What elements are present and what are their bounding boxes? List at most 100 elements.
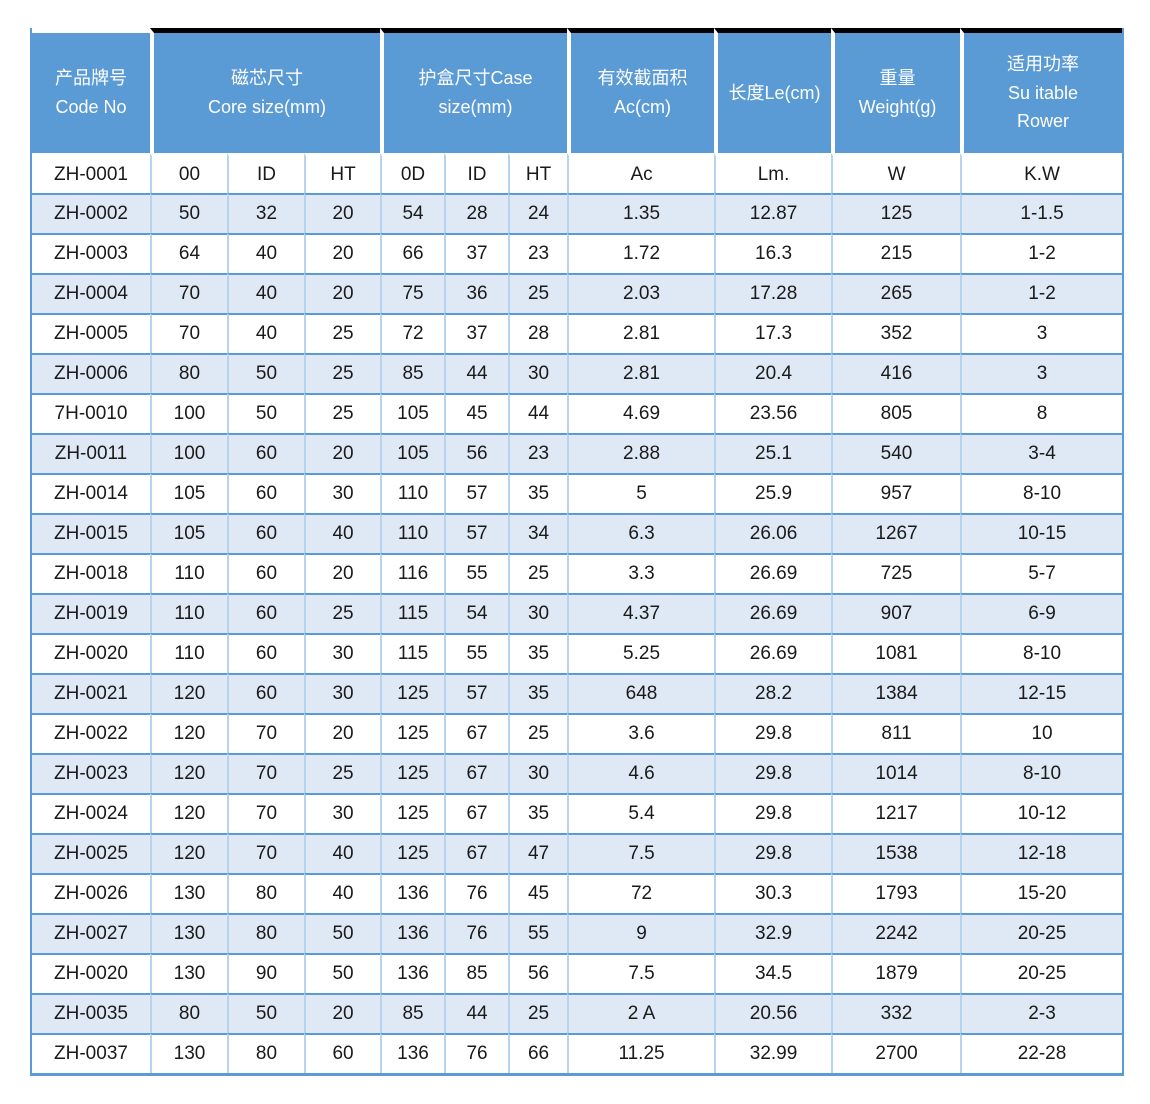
table-cell: 57: [444, 513, 509, 553]
table-cell: 25: [508, 553, 568, 593]
table-cell: 85: [444, 953, 509, 993]
table-cell: 957: [831, 473, 961, 513]
table-cell: 30: [304, 793, 381, 833]
table-cell: 120: [150, 793, 227, 833]
table-row: ZH-0019 110 60 25 115 54 30 4.37 26.69 907 6-9: [32, 593, 1123, 633]
table-cell: 80: [227, 913, 304, 953]
table-cell: 105: [150, 513, 227, 553]
table-cell: 10-15: [960, 513, 1123, 553]
code-cell: ZH-0021: [32, 673, 150, 713]
table-cell: 1081: [831, 633, 961, 673]
table-cell: 130: [150, 953, 227, 993]
table-cell: 4.6: [567, 753, 715, 793]
code-cell: 7H-0010: [32, 393, 150, 433]
table-cell: 35: [508, 793, 568, 833]
header-length: 长度Le(cm): [714, 28, 832, 153]
code-cell: ZH-0011: [32, 433, 150, 473]
code-cell: ZH-0020: [32, 633, 150, 673]
table-cell: 45: [444, 393, 509, 433]
table-cell: 25.9: [714, 473, 832, 513]
table-cell: 5.25: [567, 633, 715, 673]
table-cell: 20.4: [714, 353, 832, 393]
table-cell: 40: [227, 313, 304, 353]
table-cell: 25: [304, 393, 381, 433]
table-cell: 56: [444, 433, 509, 473]
table-header: 产品牌号 Code No 磁芯尺寸 Core size(mm) 护盒尺寸Case…: [32, 28, 1123, 153]
table-cell: 50: [227, 393, 304, 433]
table-cell: 1.72: [567, 233, 715, 273]
table-cell: 85: [380, 993, 445, 1033]
table-cell: 648: [567, 673, 715, 713]
code-cell: ZH-0001: [32, 153, 150, 193]
table-cell: 20: [304, 433, 381, 473]
table-cell: 50: [227, 993, 304, 1033]
table-cell: 60: [227, 433, 304, 473]
table-cell: Ac: [567, 153, 715, 193]
code-cell: ZH-0005: [32, 313, 150, 353]
table-cell: 54: [444, 593, 509, 633]
table-cell: 100: [150, 433, 227, 473]
table-cell: 2-3: [960, 993, 1123, 1033]
table-cell: 120: [150, 833, 227, 873]
table-row: ZH-0027 130 80 50 136 76 55 9 32.9 2242 20-25: [32, 913, 1123, 953]
code-cell: ZH-0024: [32, 793, 150, 833]
table-cell: 5-7: [960, 553, 1123, 593]
table-cell: 110: [380, 473, 445, 513]
table-cell: 120: [150, 673, 227, 713]
table-cell: 2.81: [567, 353, 715, 393]
code-cell: ZH-0023: [32, 753, 150, 793]
table-cell: 20-25: [960, 913, 1123, 953]
table-cell: 28: [508, 313, 568, 353]
table-cell: 70: [227, 833, 304, 873]
table-cell: 125: [380, 793, 445, 833]
product-spec-table: 产品牌号 Code No 磁芯尺寸 Core size(mm) 护盒尺寸Case…: [30, 28, 1125, 1076]
table-cell: 55: [444, 633, 509, 673]
table-cell: 29.8: [714, 793, 832, 833]
table-cell: 2242: [831, 913, 961, 953]
table-cell: 16.3: [714, 233, 832, 273]
table-cell: 125: [380, 673, 445, 713]
table-cell: 136: [380, 913, 445, 953]
table-row: ZH-0006 80 50 25 85 44 30 2.81 20.4 416 3: [32, 353, 1123, 393]
table-cell: 0D: [380, 153, 445, 193]
table-cell: 3: [960, 313, 1123, 353]
code-cell: ZH-0003: [32, 233, 150, 273]
table-cell: 105: [150, 473, 227, 513]
table-cell: 37: [444, 313, 509, 353]
code-cell: ZH-0037: [32, 1033, 150, 1073]
table-row: ZH-0021 120 60 30 125 57 35 648 28.2 1384 12-15: [32, 673, 1123, 713]
table-cell: 67: [444, 793, 509, 833]
table-cell: 9: [567, 913, 715, 953]
table-cell: 12-18: [960, 833, 1123, 873]
table-cell: 60: [227, 673, 304, 713]
table-cell: 44: [444, 993, 509, 1033]
table-cell: 3-4: [960, 433, 1123, 473]
table-cell: 7.5: [567, 953, 715, 993]
table-cell: 90: [227, 953, 304, 993]
table-cell: 116: [380, 553, 445, 593]
table-cell: 12-15: [960, 673, 1123, 713]
table-cell: 20-25: [960, 953, 1123, 993]
table-cell: 37: [444, 233, 509, 273]
table-cell: 30: [508, 353, 568, 393]
table-cell: 120: [150, 753, 227, 793]
table-cell: 60: [227, 633, 304, 673]
table-cell: 56: [508, 953, 568, 993]
table-cell: 57: [444, 673, 509, 713]
table-cell: 25: [508, 273, 568, 313]
table-row: 7H-0010 100 50 25 105 45 44 4.69 23.56 805 8: [32, 393, 1123, 433]
table-cell: 105: [380, 433, 445, 473]
table-cell: 28.2: [714, 673, 832, 713]
table-cell: 50: [150, 193, 227, 233]
table-cell: 60: [227, 473, 304, 513]
table-cell: 811: [831, 713, 961, 753]
table-cell: 20: [304, 233, 381, 273]
table-cell: 265: [831, 273, 961, 313]
table-cell: 130: [150, 913, 227, 953]
table-cell: 80: [150, 993, 227, 1033]
table-cell: 80: [227, 873, 304, 913]
table-row: ZH-0020 110 60 30 115 55 35 5.25 26.69 1081 8-10: [32, 633, 1123, 673]
table-cell: 29.8: [714, 713, 832, 753]
table-cell: 20: [304, 273, 381, 313]
code-cell: ZH-0019: [32, 593, 150, 633]
